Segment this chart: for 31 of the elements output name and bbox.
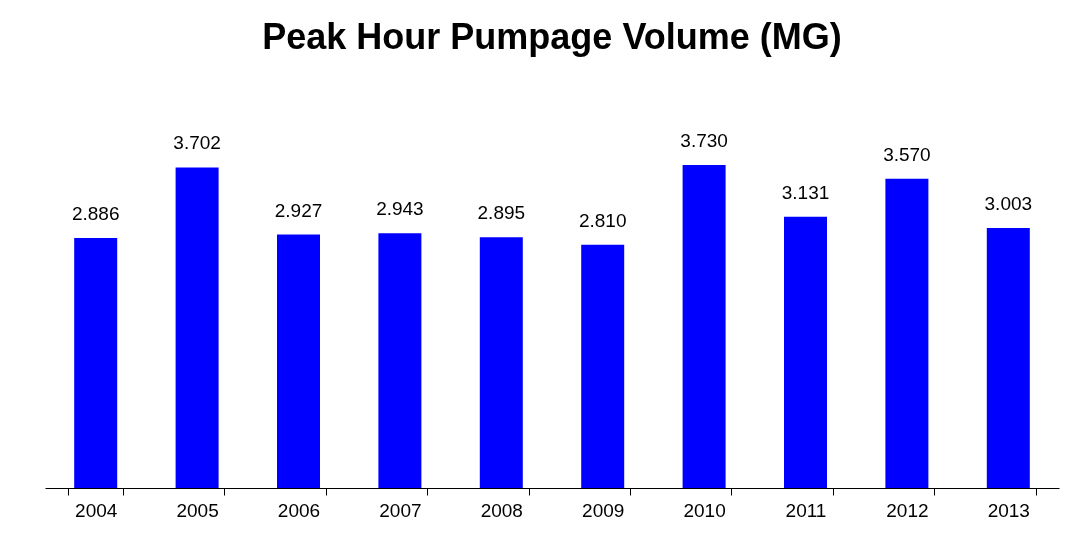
x-tick-label: 2013 — [987, 499, 1030, 521]
bar — [986, 227, 1030, 488]
data-label: 2.810 — [578, 209, 627, 231]
x-tick-label: 2004 — [75, 499, 118, 521]
bar — [581, 244, 625, 488]
x-tick-label: 2012 — [886, 499, 929, 521]
data-label: 3.131 — [781, 181, 830, 203]
data-label: 2.927 — [274, 199, 323, 221]
x-tick-label: 2005 — [176, 499, 219, 521]
x-tick-label: 2008 — [480, 499, 523, 521]
x-tick-label: 2010 — [683, 499, 726, 521]
x-tick-label: 2006 — [277, 499, 321, 521]
data-label: 3.730 — [680, 130, 728, 151]
data-label: 2.895 — [477, 202, 526, 224]
bar — [885, 178, 929, 488]
bar — [74, 238, 118, 488]
bar — [175, 167, 219, 488]
data-label: 2.886 — [71, 203, 120, 225]
chart-title: Peak Hour Pumpage Volume (MG) — [262, 16, 842, 57]
data-label: 2.943 — [376, 198, 424, 220]
bar — [378, 233, 422, 488]
bar — [682, 165, 726, 488]
data-label: 3.570 — [883, 143, 931, 165]
data-label: 3.003 — [984, 192, 1033, 214]
bar — [479, 237, 523, 488]
bar — [277, 234, 320, 488]
bar — [784, 216, 827, 488]
x-tick-label: 2007 — [379, 499, 422, 521]
data-label: 3.702 — [173, 132, 221, 154]
x-tick-label: 2009 — [582, 499, 625, 521]
x-tick-label: 2011 — [785, 499, 827, 521]
